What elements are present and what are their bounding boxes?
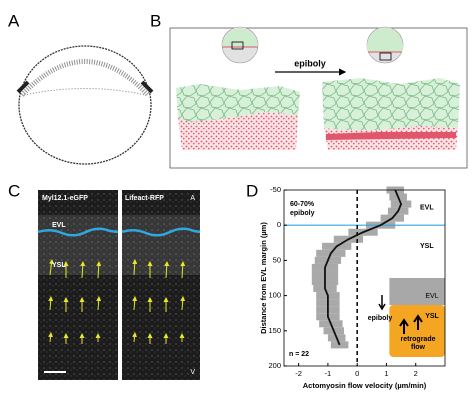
image-title: Lifeact-RFP [125, 195, 164, 202]
n-label: n = 22 [289, 351, 309, 358]
y-tick-label: 0 [277, 220, 281, 229]
image-title: Myl12.1-eGFP [42, 195, 88, 202]
y-tick-label: 100 [268, 291, 281, 300]
y-axis-label: Distance from EVL margin (µm) [259, 222, 268, 334]
stage-label: epiboly [290, 210, 315, 217]
stage-label: 60-70% [290, 201, 315, 208]
epiboly-diagram [169, 26, 468, 169]
inset-label: retrograde [400, 336, 435, 343]
panel-label: B [150, 11, 161, 30]
inset-upper [389, 278, 445, 305]
x-tick-label: 2 [414, 369, 418, 378]
orientation-label: V [190, 369, 195, 376]
embryo-drawing [16, 45, 154, 165]
inset-lower [389, 305, 445, 357]
region-label: YSL [420, 243, 434, 250]
inset-arrow [413, 314, 423, 330]
inset-label: flow [411, 344, 426, 351]
y-tick-label: 50 [273, 255, 281, 264]
region-label: EVL [52, 222, 66, 229]
region-label: EVL [420, 204, 434, 211]
inset-label: EVL [425, 293, 438, 300]
x-tick-label: -2 [295, 369, 302, 378]
x-axis-label: Actomyosin flow velocity (µm/min) [303, 381, 427, 390]
x-tick-label: 1 [384, 369, 388, 378]
y-tick-label: 200 [268, 361, 281, 370]
region-label: YSL [52, 262, 66, 269]
panel-label: D [246, 181, 258, 200]
panel-label: C [8, 181, 20, 200]
flow-chart: -50 0 50 100 150 200 -2 -1 0 1 2 Actomyosin flow ve… [259, 185, 446, 390]
y-tick-label: 150 [268, 326, 281, 335]
y-tick-label: -50 [270, 185, 281, 194]
x-tick-label: 0 [355, 369, 359, 378]
micrographs [37, 190, 201, 380]
inset-label: YSL [425, 313, 439, 320]
arrow-label: epiboly [294, 58, 326, 68]
inset-arrow [378, 295, 386, 311]
inset-label: epiboly [368, 315, 393, 322]
orientation-label: A [190, 195, 195, 202]
inset-arrow [399, 318, 409, 334]
axes-frame [283, 189, 446, 367]
flow-line [324, 189, 403, 346]
x-tick-label: -1 [325, 369, 332, 378]
panel-label: A [8, 11, 20, 30]
